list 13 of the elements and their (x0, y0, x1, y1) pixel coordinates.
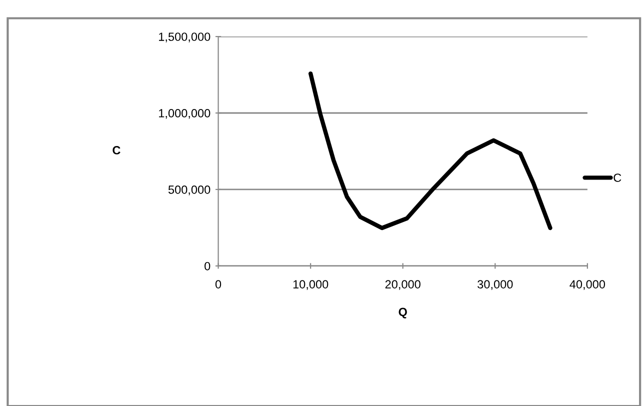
x-tick-label: 10,000 (293, 280, 328, 290)
x-tick-label: 30,000 (478, 280, 513, 290)
line-series (308, 71, 552, 230)
y-axis-title: C (112, 146, 120, 154)
y-tick-label: 1,000,000 (159, 109, 210, 119)
y-tick-label: 0 (204, 262, 210, 270)
x-tick-label: 40,000 (570, 280, 606, 290)
x-axis-title: Q (398, 308, 407, 318)
x-tick-label: 0 (215, 280, 222, 288)
x-tick-label: 20,000 (385, 280, 420, 290)
y-tick-label: 500,000 (168, 186, 210, 196)
legend-label: C (614, 174, 622, 182)
y-tick-label: 1,500,000 (159, 32, 210, 42)
